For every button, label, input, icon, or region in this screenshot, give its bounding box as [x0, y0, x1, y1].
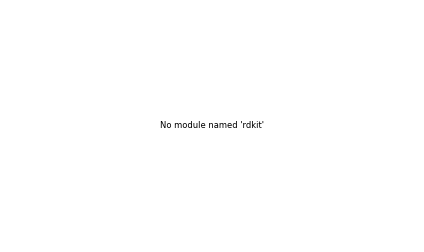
Text: No module named 'rdkit': No module named 'rdkit'	[160, 121, 264, 131]
